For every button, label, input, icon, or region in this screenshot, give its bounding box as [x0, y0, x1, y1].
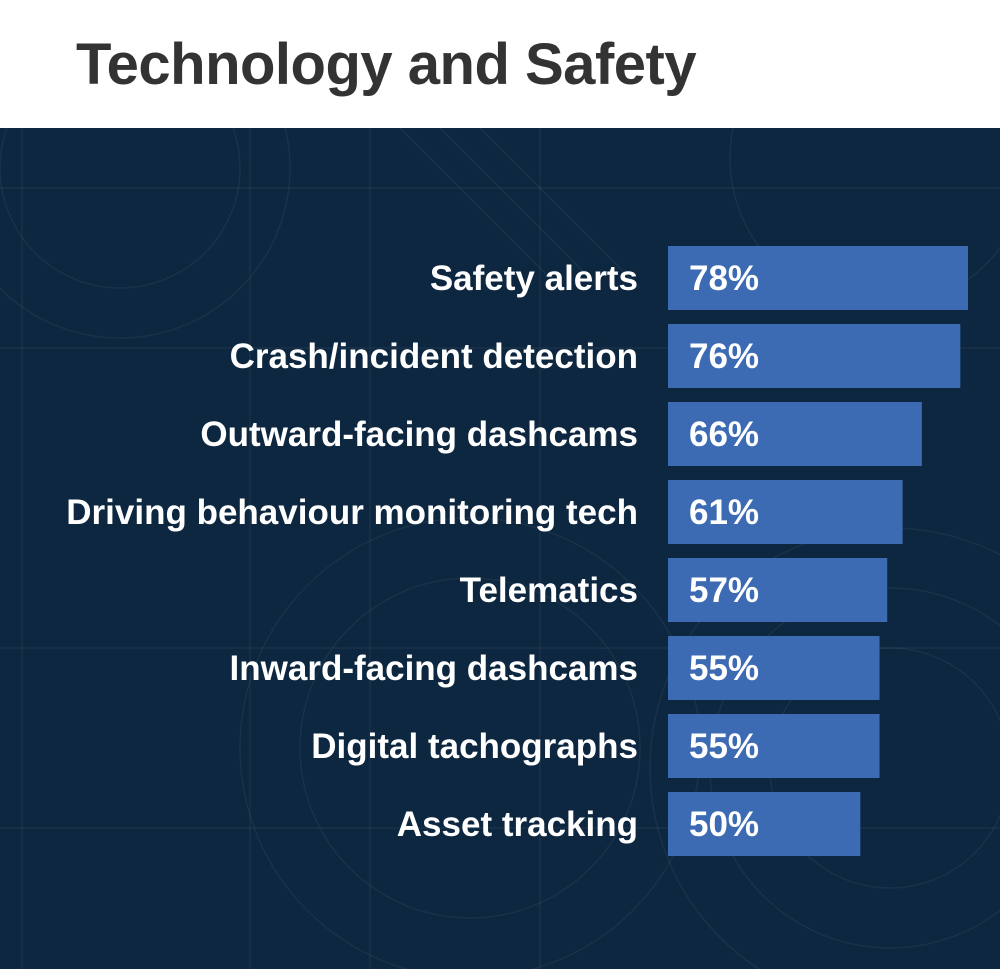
category-label: Outward-facing dashcams	[200, 415, 638, 454]
value-label: 78%	[689, 259, 759, 298]
chart-panel: Safety alerts 78% Crash/incident detection…	[0, 128, 1000, 969]
header: Technology and Safety	[0, 0, 1000, 128]
category-label: Asset tracking	[397, 805, 638, 844]
bar-chart: Safety alerts 78% Crash/incident detection…	[0, 128, 1000, 969]
category-label: Digital tachographs	[311, 727, 638, 766]
bar	[668, 792, 861, 856]
category-label: Crash/incident detection	[230, 337, 638, 376]
category-label: Driving behaviour monitoring tech	[66, 493, 638, 532]
bar	[668, 402, 922, 466]
bar	[668, 324, 961, 388]
value-label: 55%	[689, 649, 759, 688]
value-label: 50%	[689, 805, 759, 844]
bar	[668, 246, 968, 310]
bar	[668, 558, 888, 622]
value-label: 61%	[689, 493, 759, 532]
bar	[668, 636, 880, 700]
chart-title: Technology and Safety	[76, 32, 697, 97]
bar	[668, 714, 880, 778]
bar	[668, 480, 903, 544]
value-label: 76%	[689, 337, 759, 376]
category-label: Inward-facing dashcams	[230, 649, 638, 688]
category-label: Telematics	[460, 571, 638, 610]
plot-area: Safety alerts 78% Crash/incident detection…	[66, 246, 968, 856]
category-label: Safety alerts	[430, 259, 638, 298]
value-label: 55%	[689, 727, 759, 766]
value-label: 66%	[689, 415, 759, 454]
value-label: 57%	[689, 571, 759, 610]
